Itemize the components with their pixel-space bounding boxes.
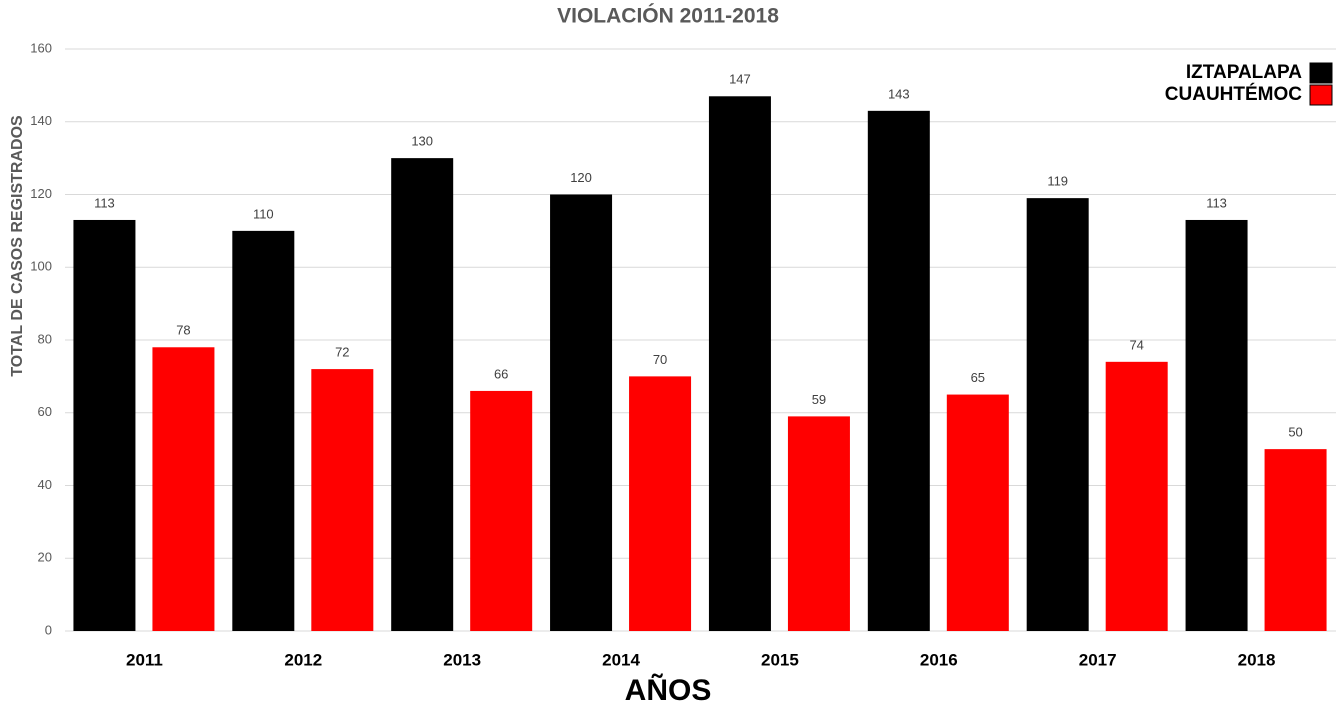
bar (391, 158, 454, 631)
bar (787, 416, 850, 631)
x-tick-label: 2013 (443, 650, 481, 669)
x-tick-label: 2018 (1238, 650, 1276, 669)
data-label: 147 (729, 72, 751, 87)
data-label: 72 (335, 345, 349, 360)
data-label: 74 (1129, 337, 1143, 352)
data-label: 120 (570, 170, 592, 185)
bar (629, 376, 692, 631)
y-tick-label: 40 (38, 477, 52, 492)
bar (1105, 361, 1168, 631)
chart-title: VIOLACIÓN 2011-2018 (557, 4, 779, 28)
y-axis-title: TOTAL DE CASOS REGISTRADOS (9, 115, 26, 377)
y-tick-label: 160 (30, 40, 52, 55)
x-tick-label: 2012 (284, 650, 322, 669)
x-tick-label: 2017 (1079, 650, 1117, 669)
x-tick-label: 2014 (602, 650, 640, 669)
y-tick-label: 140 (30, 113, 52, 128)
data-label: 130 (411, 134, 433, 149)
data-label: 143 (888, 86, 910, 101)
bar (550, 194, 613, 631)
bar (946, 394, 1009, 631)
bar (1185, 219, 1248, 631)
x-tick-label: 2011 (126, 650, 163, 669)
bar (311, 369, 374, 631)
data-label: 50 (1288, 425, 1302, 440)
data-label: 59 (812, 392, 826, 407)
legend-swatch (1309, 84, 1333, 106)
bar (152, 347, 215, 631)
data-label: 66 (494, 366, 508, 381)
y-tick-label: 100 (30, 259, 52, 274)
bar (1264, 449, 1327, 631)
data-label: 110 (253, 206, 274, 221)
bar (73, 219, 136, 631)
bar (1026, 198, 1089, 631)
data-label: 65 (971, 370, 985, 385)
data-label: 113 (1206, 195, 1227, 210)
bar (232, 230, 295, 631)
data-label: 119 (1047, 174, 1068, 189)
y-tick-label: 0 (45, 622, 52, 637)
data-label: 78 (176, 323, 190, 338)
bar (708, 96, 771, 632)
y-tick-label: 60 (38, 404, 52, 419)
bar (867, 110, 930, 631)
legend-label: IZTAPALAPA (1186, 62, 1302, 83)
data-label: 113 (94, 195, 115, 210)
data-label: 70 (653, 352, 667, 367)
x-tick-label: 2016 (920, 650, 958, 669)
x-axis-title: AÑOS (625, 673, 712, 706)
legend-label: CUAUHTÉMOC (1165, 83, 1302, 105)
x-tick-label: 2015 (761, 650, 799, 669)
legend-swatch (1309, 62, 1333, 84)
y-tick-label: 80 (38, 331, 52, 346)
y-tick-label: 120 (30, 186, 52, 201)
y-tick-label: 20 (38, 550, 52, 565)
bar (470, 390, 533, 631)
